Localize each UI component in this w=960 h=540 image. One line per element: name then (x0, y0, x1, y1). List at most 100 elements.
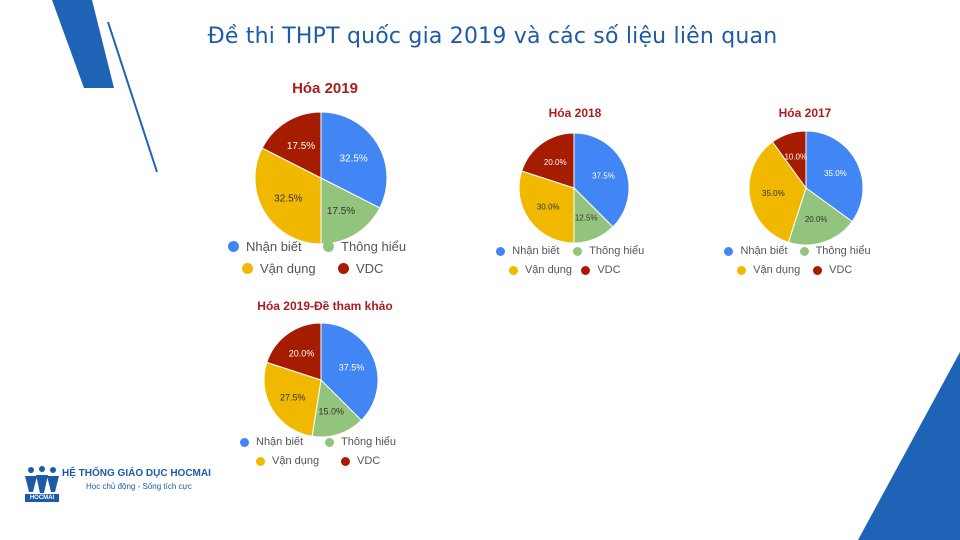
chart-title: Hóa 2019-Đề tham khảo (257, 299, 393, 313)
legend-swatch (813, 265, 823, 275)
pie-slice-4 (521, 132, 575, 189)
legend-item: VDC (813, 264, 852, 276)
legend-item: VDC (341, 455, 380, 467)
chart-title: Hóa 2017 (778, 106, 832, 120)
slice-label: 20.0% (544, 158, 567, 167)
legend-item: Vận dụng (508, 264, 573, 277)
top-left-thin-line (107, 21, 158, 173)
slice-label: 10.0% (784, 152, 807, 161)
legend-item: Thông hiểu (799, 245, 871, 258)
legend-swatch (242, 263, 253, 275)
legend-label: Thông hiểu (589, 245, 645, 258)
slice-label: 20.0% (289, 348, 315, 358)
legend-label: Thông hiểu (341, 239, 407, 255)
slice-label: 35.0% (824, 169, 847, 178)
pie-chart-hoa-2019-de-tham-khao: Hóa 2019-Đề tham khảo 37.5% 15.0% 27.5% 20.… (220, 296, 430, 476)
slice-label: 17.5% (287, 141, 315, 152)
legend-label: Vận dụng (272, 455, 320, 468)
pie-slice-3 (263, 361, 322, 437)
legend-item: VDC (581, 264, 621, 277)
legend-label: Vận dụng (753, 264, 801, 277)
legend-item: Vận dụng (737, 264, 800, 276)
legend-swatch (737, 265, 747, 275)
legend-swatch (573, 246, 583, 256)
pie-slice-3 (748, 141, 807, 243)
legend-label: Nhận biết (740, 245, 788, 258)
legend-label: Vận dụng (260, 261, 316, 277)
legend-item: Vận dụng (256, 455, 319, 467)
chart-legend: Nhận biết Thông hiểu Vận dụng VDC (220, 238, 430, 282)
legend-item: Nhận biết (228, 238, 302, 254)
legend-item: VDC (338, 260, 383, 276)
legend-item: Nhận biết (496, 245, 559, 257)
pie-slice-4 (266, 322, 322, 381)
legend-item: Thông hiểu (323, 238, 406, 254)
slice-label: 37.5% (339, 362, 365, 372)
legend-item: Vận dụng (242, 260, 316, 276)
legend-item: Nhận biết (724, 245, 788, 258)
legend-swatch (496, 246, 506, 256)
legend-swatch (724, 246, 734, 256)
pie-slice-1 (320, 111, 388, 209)
legend-swatch (323, 241, 334, 253)
pie-slice-4 (771, 130, 807, 190)
legend-swatch (256, 456, 265, 466)
pie-chart-hoa-2017: Hóa 2017 35.0% 20.0% 35.0% 10.0% Nhận biết T… (710, 104, 900, 284)
slice-label: 15.0% (318, 407, 344, 417)
logo-wordmark: HOCMAI (25, 494, 59, 502)
chart-legend: Nhận biết Thông hiểu Vận dụng VDC (480, 245, 670, 283)
pie-slice-4 (261, 111, 322, 179)
legend-label: VDC (597, 264, 621, 277)
legend-swatch (799, 246, 809, 256)
legend-swatch (508, 265, 518, 275)
legend-swatch (228, 241, 239, 253)
slice-label: 17.5% (327, 206, 355, 217)
pie-slice-1 (805, 130, 864, 223)
chart-legend: Nhận biết Thông hiểu Vận dụng VDC (220, 436, 430, 474)
legend-label: VDC (356, 261, 384, 277)
pie-slice-1 (320, 322, 379, 422)
pie-svg: 32.5% 17.5% 32.5% 17.5% (254, 111, 388, 245)
legend-label: Nhận biết (246, 239, 302, 255)
legend-swatch (338, 263, 349, 275)
legend-swatch (240, 437, 249, 447)
pie-svg: 37.5% 15.0% 27.5% 20.0% (263, 322, 379, 438)
legend-swatch (581, 265, 591, 275)
pie-slice-1 (573, 132, 630, 228)
slice-label: 32.5% (339, 153, 367, 164)
pie-svg: 35.0% 20.0% 35.0% 10.0% (748, 130, 864, 246)
legend-swatch (341, 456, 350, 466)
pie-slice-2 (311, 378, 363, 438)
slice-label: 37.5% (592, 172, 615, 181)
pie-slice-3 (518, 170, 575, 244)
top-left-blue-stripe (52, 0, 114, 88)
page-title: Đề thi THPT quốc gia 2019 và các số liệu… (207, 24, 778, 49)
legend-label: Nhận biết (512, 245, 560, 258)
logo-people-icon (25, 466, 59, 493)
slice-label: 35.0% (762, 189, 785, 198)
slice-label: 32.5% (274, 194, 302, 205)
slice-label: 30.0% (537, 203, 560, 212)
pie-svg: 37.5% 12.5% 30.0% 20.0% (518, 132, 630, 244)
legend-item: Nhận biết (240, 436, 303, 448)
legend-label: VDC (357, 455, 381, 468)
slice-label: 20.0% (805, 215, 828, 224)
chart-title: Hóa 2019 (292, 80, 358, 97)
pie-slice-3 (254, 147, 322, 245)
legend-item: Thông hiểu (325, 436, 396, 448)
legend-item: Thông hiểu (573, 245, 644, 257)
legend-label: Thông hiểu (815, 245, 871, 258)
pie-slice-2 (787, 187, 853, 246)
slice-label: 27.5% (280, 392, 306, 402)
bottom-right-blue-triangle (858, 352, 960, 540)
legend-label: Vận dụng (524, 264, 573, 277)
legend-label: VDC (829, 264, 853, 277)
brand-slogan: Học chủ động - Sống tích cực (86, 482, 192, 491)
pie-chart-hoa-2018: Hóa 2018 37.5% 12.5% 30.0% 20.0% Nhận biết T… (480, 104, 670, 284)
chart-legend: Nhận biết Thông hiểu Vận dụng VDC (710, 245, 900, 283)
legend-label: Nhận biết (256, 436, 304, 449)
pie-chart-hoa-2019: Hóa 2019 32.5% 17.5% 32.5% 17.5% Nhận biết T… (220, 76, 430, 286)
slice-label: 12.5% (575, 213, 598, 222)
chart-title: Hóa 2018 (548, 106, 602, 120)
